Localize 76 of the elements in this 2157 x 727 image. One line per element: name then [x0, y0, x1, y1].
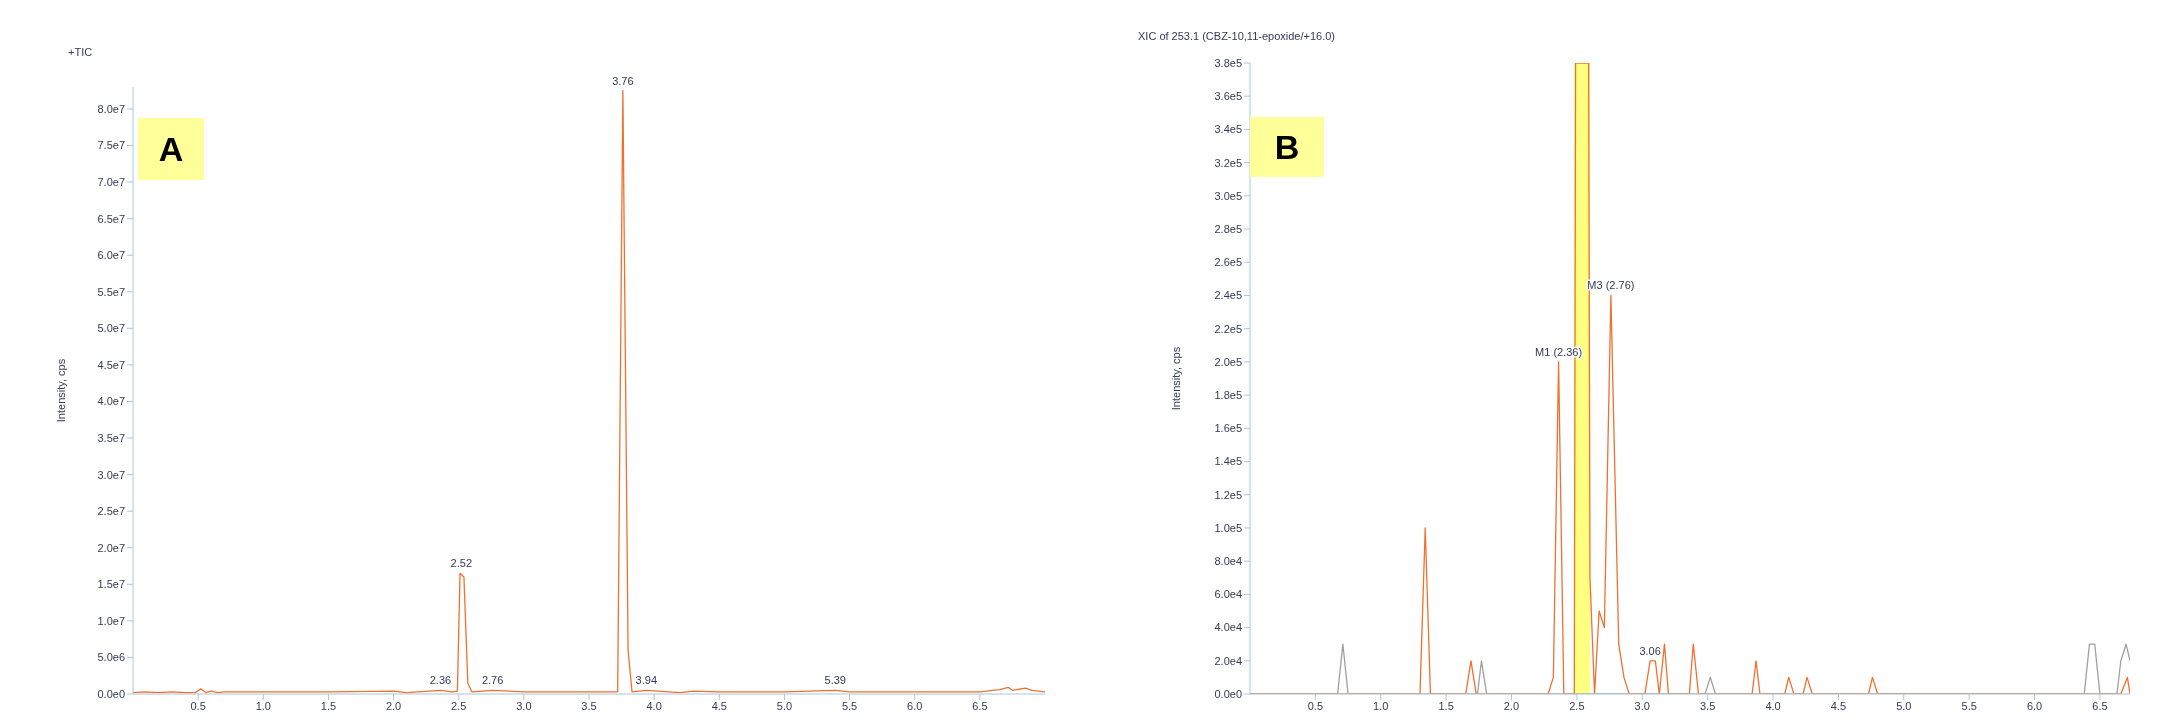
y-tick-label: 5.0e7 — [97, 322, 125, 335]
y-tick-label: 8.0e4 — [1214, 555, 1242, 568]
y-tick-label: 8.0e7 — [97, 102, 125, 115]
y-tick-label: 1.8e5 — [1214, 389, 1242, 402]
y-axis-title: Intensity, cps — [1169, 346, 1182, 411]
y-tick-label: 1.6e5 — [1214, 422, 1242, 435]
x-tick-label: 4.5 — [1830, 699, 1847, 712]
x-tick-label: 3.0 — [516, 699, 532, 712]
annotation: 5.39 — [824, 674, 846, 687]
x-tick-label: 6.0 — [907, 699, 923, 712]
y-tick-label: 5.5e7 — [97, 285, 125, 298]
x-tick-label: 2.5 — [451, 699, 467, 712]
x-tick-label: 3.5 — [1700, 699, 1716, 712]
x-tick-label: 6.0 — [2026, 699, 2043, 712]
x-tick-label: 1.5 — [1438, 699, 1454, 712]
chart-title: XIC of 253.1 (CBZ-10,11-epoxide/+16.0) — [1138, 30, 1335, 42]
y-tick-label: 0.0e0 — [1214, 687, 1242, 700]
y-tick-label: 3.0e7 — [97, 468, 125, 481]
x-tick-label: 0.5 — [1307, 699, 1324, 712]
y-tick-label: 6.0e7 — [97, 249, 125, 262]
y-tick-label: 4.0e4 — [1214, 621, 1242, 634]
y-tick-label: 1.4e5 — [1214, 455, 1242, 468]
y-tick-label: 3.8e5 — [1214, 56, 1242, 69]
x-tick-label: 2.0 — [385, 699, 402, 712]
x-tick-label: 4.0 — [646, 699, 662, 712]
x-tick-label: 6.5 — [2092, 699, 2108, 712]
y-tick-label: 3.6e5 — [1214, 90, 1242, 103]
y-tick-label: 2.0e5 — [1214, 355, 1242, 368]
x-tick-label: 6.5 — [972, 699, 988, 712]
x-tick-label: 3.0 — [1634, 699, 1650, 712]
x-tick-label: 5.0 — [776, 699, 793, 712]
x-tick-label: 1.5 — [320, 699, 337, 712]
y-tick-label: 1.0e7 — [97, 614, 125, 627]
y-tick-label: 0.0e0 — [97, 687, 125, 700]
x-tick-label: 2.5 — [1569, 699, 1585, 712]
y-tick-label: 1.0e5 — [1214, 521, 1242, 534]
x-tick-label: 4.0 — [1765, 699, 1781, 712]
y-tick-label: 3.0e5 — [1214, 189, 1242, 202]
annotation: 3.76 — [612, 74, 634, 87]
y-tick-label: 5.0e6 — [97, 651, 125, 664]
x-tick-label: 1.0 — [255, 699, 271, 712]
y-tick-label: 1.5e7 — [97, 578, 125, 591]
x-tick-label: 5.5 — [1961, 699, 1977, 712]
x-tick-label: 5.0 — [1896, 699, 1912, 712]
y-axis-title: Intensity, cps — [54, 358, 67, 423]
x-tick-label: 5.5 — [841, 699, 858, 712]
label-box: B — [1250, 117, 1324, 177]
y-tick-label: 7.0e7 — [97, 175, 125, 188]
y-tick-label: 6.5e7 — [97, 212, 125, 225]
x-tick-label: 3.5 — [581, 699, 597, 712]
annotation: 2.52 — [450, 557, 473, 570]
y-tick-label: 1.2e5 — [1214, 488, 1242, 501]
y-tick-label: 2.5e7 — [97, 505, 125, 518]
y-tick-label: 4.0e7 — [97, 395, 125, 408]
annotation: 3.94 — [635, 674, 658, 687]
y-tick-label: 6.0e4 — [1214, 588, 1242, 601]
y-tick-label: 2.0e4 — [1214, 654, 1242, 667]
y-tick-label: 2.8e5 — [1214, 222, 1242, 235]
label-box: A — [138, 118, 204, 180]
y-tick-label: 3.4e5 — [1214, 123, 1242, 136]
y-tick-label: 3.2e5 — [1214, 156, 1242, 169]
y-tick-label: 2.2e5 — [1214, 322, 1242, 335]
y-tick-label: 3.5e7 — [97, 431, 125, 444]
annotation: 2.76 — [481, 674, 504, 687]
y-tick-label: 2.6e5 — [1214, 256, 1242, 269]
annotation: 3.06 — [1639, 644, 1661, 657]
y-tick-label: 2.0e7 — [97, 541, 125, 554]
y-tick-label: 7.5e7 — [97, 139, 125, 152]
y-tick-label: 2.4e5 — [1214, 289, 1242, 302]
annotation: 2.36 — [429, 674, 452, 687]
y-tick-label: 4.5e7 — [97, 358, 125, 371]
x-tick-label: 4.5 — [711, 699, 727, 712]
x-tick-label: 0.5 — [190, 699, 206, 712]
x-tick-label: 2.0 — [1503, 699, 1520, 712]
x-tick-label: 1.0 — [1373, 699, 1389, 712]
chart-title: +TIC — [68, 46, 93, 58]
